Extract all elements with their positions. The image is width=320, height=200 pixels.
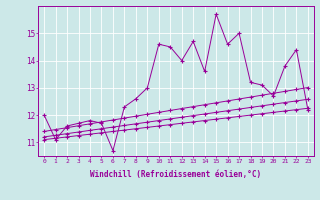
- X-axis label: Windchill (Refroidissement éolien,°C): Windchill (Refroidissement éolien,°C): [91, 170, 261, 179]
